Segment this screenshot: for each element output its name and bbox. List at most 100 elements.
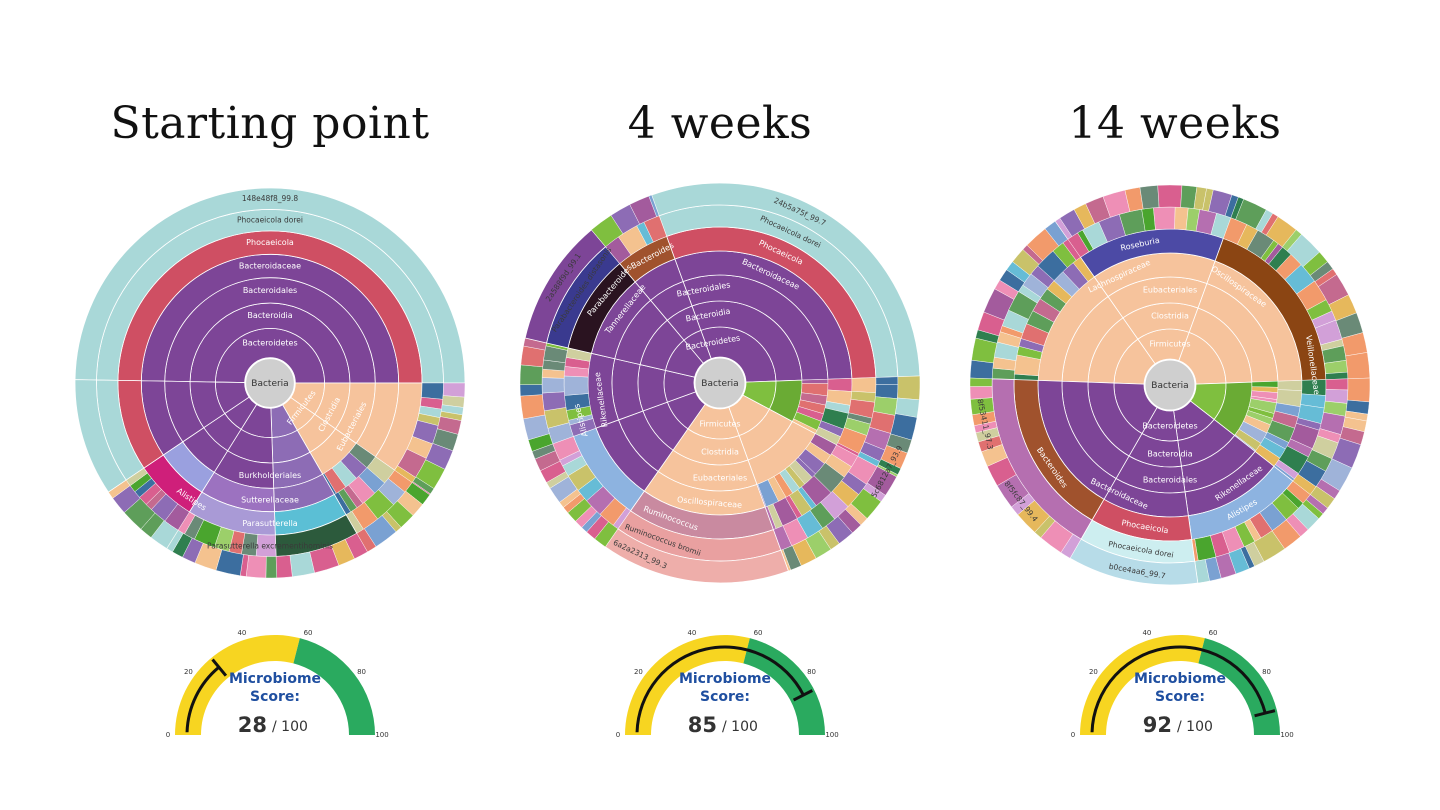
gauge-tick-label: 60: [754, 629, 763, 637]
score-max: / 100: [272, 719, 308, 735]
sunburst-segment: [851, 377, 877, 393]
sunburst-segments: [74, 187, 466, 579]
panel-starting-point: Starting point Bacteria 148e48f8_99.8 Phoc…: [30, 0, 510, 810]
gauge-score-marker: [1254, 709, 1276, 718]
sunburst-center: [245, 358, 295, 408]
sunburst-segment: [265, 556, 278, 579]
sunburst-label: Bacteroidia: [247, 311, 292, 320]
sunburst-segment: [563, 375, 589, 396]
gauge-tick-label: 100: [1280, 731, 1293, 739]
sunburst-segment: [611, 358, 644, 421]
gauge-tick-label: 100: [825, 731, 838, 739]
sunburst-label: 148e48f8_99.8: [242, 194, 299, 203]
sunburst-segment: [519, 364, 543, 385]
sunburst-label: Sutterellaceae: [241, 496, 299, 505]
sunburst-segment: [542, 391, 567, 412]
gauge-score-marker: [792, 689, 813, 702]
sunburst-label: Clostridia: [701, 448, 739, 457]
sunburst-segment: [1153, 206, 1176, 230]
microbiome-score-gauge: 0 20 40 60 80 100 Microbiome Score: 28 / 100: [166, 629, 389, 739]
sunburst-segment: [875, 376, 899, 385]
gauge-high-band: [1198, 638, 1280, 735]
sunburst-segment: [275, 555, 293, 579]
gauge-score-arc: [185, 666, 220, 733]
sunburst-label: Parasutterella: [242, 519, 297, 528]
score-max: / 100: [1177, 719, 1213, 735]
sunburst-label: Phocaeicola: [246, 238, 294, 247]
sunburst-segment: [875, 384, 899, 399]
gauge-tick-label: 40: [1142, 629, 1151, 637]
score-title-line1: Microbiome: [679, 671, 771, 687]
sunburst-segment: [520, 394, 546, 420]
sunburst-label: Firmicutes: [699, 420, 740, 429]
sunburst-segment: [1157, 184, 1183, 208]
sunburst-label: Bacteroidetes: [242, 339, 297, 348]
score-title-line1: Microbiome: [229, 671, 321, 687]
gauge-score-arc: [1090, 645, 1267, 733]
gauge-tick-label: 80: [357, 668, 366, 676]
microbiome-score-gauge: 0 20 40 60 80 100 Microbiome Score: 92 / 100: [1071, 629, 1294, 739]
score-value: 85: [688, 713, 717, 737]
score-max: / 100: [722, 719, 758, 735]
sunburst-segment: [1347, 377, 1371, 403]
sunburst-center-label: Bacteria: [251, 379, 288, 389]
gauge-tick-label: 40: [687, 629, 696, 637]
sunburst-segment: [897, 375, 921, 401]
sunburst-segment: [969, 386, 993, 400]
sunburst-segment: [969, 359, 994, 379]
gauge-tick-label: 20: [184, 668, 193, 676]
gauge-low-band: [625, 635, 750, 735]
panel-title: 14 weeks: [1068, 98, 1282, 149]
sunburst-center-label: Bacteria: [1151, 381, 1188, 391]
sunburst-segment: [421, 382, 444, 400]
microbiome-score-gauge: 0 20 40 60 80 100 Microbiome Score: 85 / 100: [616, 629, 839, 739]
sunburst-segments: [519, 182, 921, 584]
sunburst-segment: [1139, 185, 1160, 210]
sunburst-label: Eubacteriales: [693, 474, 747, 483]
gauge-tick-label: 0: [616, 731, 620, 739]
sunburst-chart: Bacteria 148e48f8_99.8 Phocaeicola dorei Ph…: [74, 187, 466, 579]
sunburst-center: [694, 357, 746, 409]
sunburst-segment: [245, 555, 267, 579]
sunburst-segment: [801, 379, 829, 384]
sunburst-segment: [1325, 378, 1349, 391]
score-value: 28: [238, 713, 267, 737]
sunburst-label: Bacteroidales: [1143, 476, 1197, 485]
sunburst-label: Eubacteriales: [1143, 286, 1197, 295]
panel-4-weeks: 4 weeks Bacteria 24b5a75f_99.7 Phocaeicola…: [480, 0, 960, 810]
score-title-line2: Score:: [1155, 689, 1205, 705]
sunburst-segment: [74, 187, 466, 384]
sunburst-label: Bacteroidia: [1147, 450, 1192, 459]
sunburst-segment: [74, 379, 127, 493]
sunburst-segment: [1277, 380, 1303, 391]
gauge-tick-label: 0: [1071, 731, 1075, 739]
sunburst-center-label: Bacteria: [701, 379, 738, 389]
sunburst-label: Phocaeicola dorei: [237, 216, 303, 225]
sunburst-segment: [969, 377, 993, 387]
sunburst-segment: [648, 194, 660, 217]
score-title-line2: Score:: [700, 689, 750, 705]
score-value: 92: [1143, 713, 1172, 737]
gauge-low-band: [175, 635, 300, 735]
sunburst-chart: Bacteria Firmicutes Clostridia Eubacteriale…: [969, 184, 1371, 586]
score-title-line1: Microbiome: [1134, 671, 1226, 687]
gauge-tick-label: 60: [1209, 629, 1218, 637]
gauge-tick-label: 100: [375, 731, 388, 739]
gauge-tick-label: 80: [807, 668, 816, 676]
gauge-tick-label: 0: [166, 731, 170, 739]
sunburst-label: Bacteroidetes: [1142, 422, 1197, 431]
gauge-tick-label: 80: [1262, 668, 1271, 676]
sunburst-label: Bacteroidaceae: [239, 262, 301, 271]
score-title-line2: Score:: [250, 689, 300, 705]
sunburst-segment: [1345, 352, 1371, 379]
sunburst-label: Bacteroidales: [243, 286, 297, 295]
gauge-tick-label: 20: [1089, 668, 1098, 676]
sunburst-segment: [827, 378, 853, 392]
sunburst-label: Clostridia: [1151, 312, 1189, 321]
sunburst-segment: [541, 377, 565, 394]
sunburst-label: Firmicutes: [1149, 340, 1190, 349]
sunburst-segment: [637, 364, 668, 412]
sunburst-segment: [1251, 381, 1279, 388]
panel-title: 4 weeks: [627, 98, 813, 149]
